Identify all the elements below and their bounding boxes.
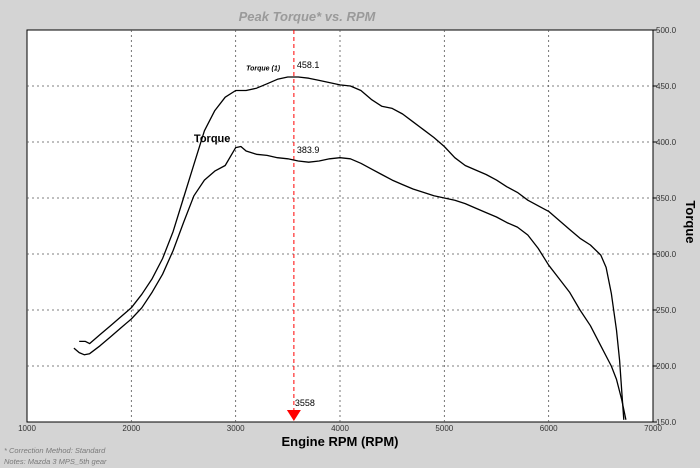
y-tick-label: 150.0 <box>656 418 677 427</box>
series1-peak-name-label: Torque (1) <box>246 65 281 72</box>
x-tick-label: 4000 <box>331 424 349 433</box>
peak-rpm-marker-triangle <box>286 410 301 421</box>
y-tick-label: 200.0 <box>656 362 677 371</box>
x-tick-label: 2000 <box>122 424 140 433</box>
x-tick-label: 6000 <box>540 424 558 433</box>
y-tick-label: 450.0 <box>656 82 677 91</box>
correction-note: * Correction Method: Standard <box>4 446 106 455</box>
series-line-2 <box>73 145 627 420</box>
y-axis-ticks: 150.0 200.0 250.0 300.0 350.0 400.0 450.0 500.0 <box>653 26 677 427</box>
peak-rpm-label: 3558 <box>295 398 315 408</box>
y-axis-label: Torque <box>683 200 698 243</box>
y-tick-label: 350.0 <box>656 194 677 203</box>
y-tick-label: 500.0 <box>656 26 677 35</box>
torque-curves <box>73 76 627 420</box>
vehicle-note: Notes: Mazda 3 MPS_5th gear <box>4 457 107 466</box>
x-tick-label: 5000 <box>435 424 453 433</box>
x-tick-label: 7000 <box>644 424 662 433</box>
series-line-1 <box>79 76 625 420</box>
y-tick-label: 300.0 <box>656 250 677 259</box>
series1-peak-value-label: 458.1 <box>297 60 320 70</box>
x-axis-ticks: 1000 2000 3000 4000 5000 6000 7000 <box>18 424 662 433</box>
x-tick-label: 3000 <box>227 424 245 433</box>
x-tick-label: 1000 <box>18 424 36 433</box>
torque-curve-label: Torque <box>194 133 230 145</box>
y-tick-label: 400.0 <box>656 138 677 147</box>
grid-lines <box>27 30 653 422</box>
y-tick-label: 250.0 <box>656 306 677 315</box>
series2-peak-value-label: 383.9 <box>297 145 320 155</box>
x-axis-label: Engine RPM (RPM) <box>282 434 399 449</box>
chart-title: Peak Torque* vs. RPM <box>239 9 377 24</box>
